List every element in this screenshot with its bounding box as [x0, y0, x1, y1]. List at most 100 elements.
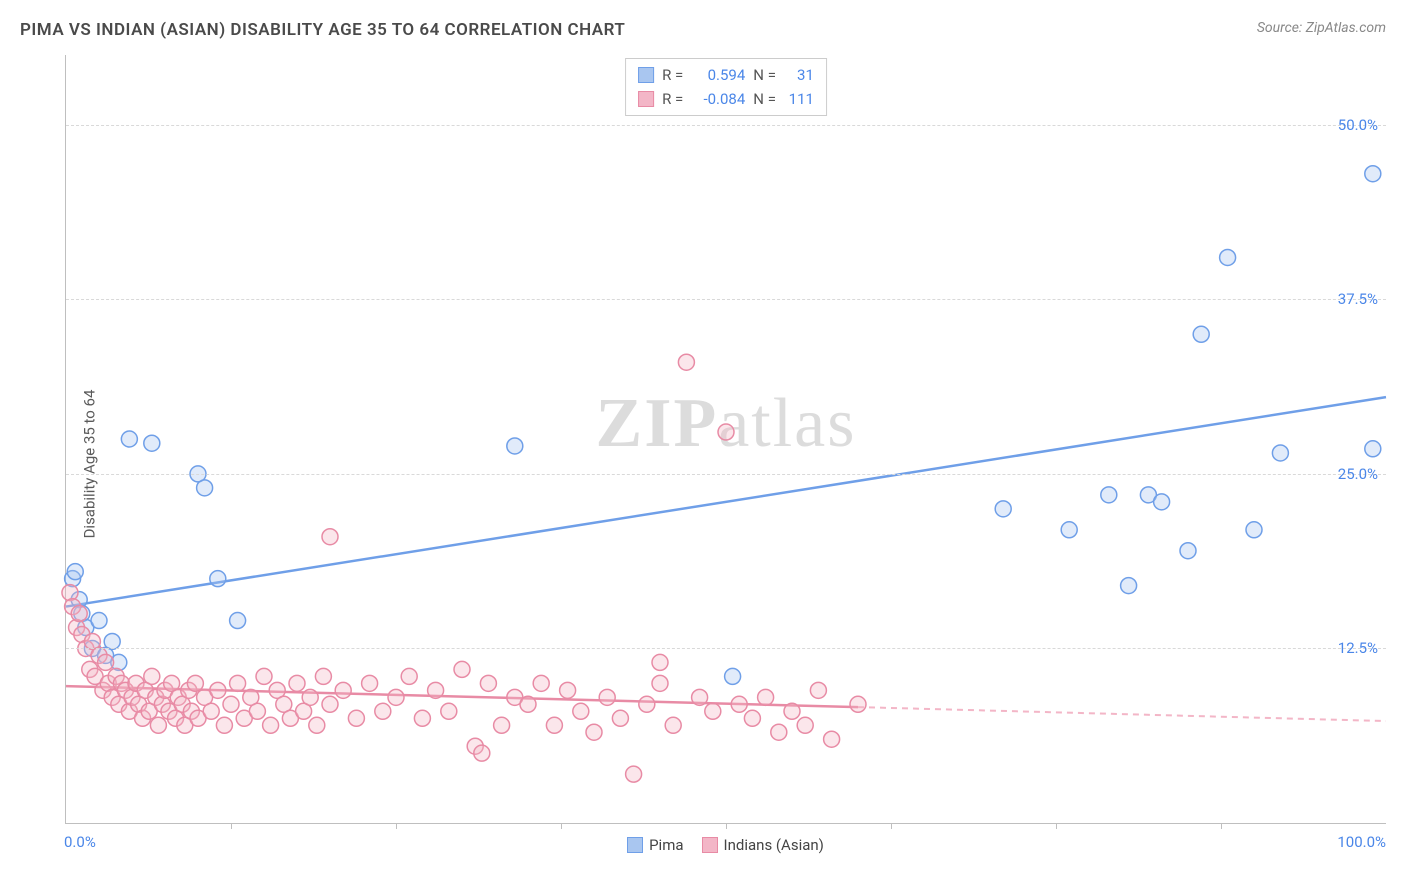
data-point [203, 703, 219, 719]
trend-line-dashed [858, 707, 1386, 721]
x-tick-mark [561, 823, 562, 829]
data-point [1365, 441, 1381, 457]
data-point [612, 710, 628, 726]
correlation-legend: R =0.594N =31R =-0.084N =111 [625, 58, 827, 116]
legend-n-value: 31 [784, 63, 814, 87]
data-point [725, 668, 741, 684]
legend-n-value: 111 [784, 87, 814, 111]
legend-swatch [627, 837, 643, 853]
data-point [520, 696, 536, 712]
grid-line [66, 125, 1386, 126]
data-point [388, 689, 404, 705]
legend-r-label: R = [662, 87, 683, 111]
data-point [1101, 487, 1117, 503]
data-point [322, 696, 338, 712]
data-point [150, 717, 166, 733]
data-point [1246, 522, 1262, 538]
chart-container: Disability Age 35 to 64 R =0.594N =31R =… [20, 55, 1386, 872]
data-point [256, 668, 272, 684]
data-point [824, 731, 840, 747]
legend-row: R = 0.594 N = 31 [638, 63, 814, 87]
plot-area: R =0.594N =31R =-0.084N =111 ZIPatlas 0.… [65, 55, 1386, 824]
data-point [1154, 494, 1170, 510]
data-point [1193, 326, 1209, 342]
data-point [474, 745, 490, 761]
data-point [335, 682, 351, 698]
chart-title: PIMA VS INDIAN (ASIAN) DISABILITY AGE 35… [20, 20, 625, 40]
y-tick-label: 37.5% [1338, 290, 1378, 308]
data-point [187, 675, 203, 691]
data-point [289, 675, 305, 691]
data-point [480, 675, 496, 691]
legend-row: R =-0.084N =111 [638, 87, 814, 111]
data-point [705, 703, 721, 719]
svg-layer [66, 55, 1386, 823]
data-point [223, 696, 239, 712]
x-tick-mark [726, 823, 727, 829]
grid-line [66, 474, 1386, 475]
data-point [441, 703, 457, 719]
data-point [144, 435, 160, 451]
data-point [1180, 543, 1196, 559]
data-point [850, 696, 866, 712]
data-point [216, 717, 232, 733]
data-point [533, 675, 549, 691]
data-point [302, 689, 318, 705]
data-point [322, 529, 338, 545]
data-point [639, 696, 655, 712]
data-point [507, 438, 523, 454]
data-point [599, 689, 615, 705]
legend-n-label: N = [753, 87, 776, 111]
legend-r-label: R = [662, 63, 683, 87]
data-point [678, 354, 694, 370]
y-tick-label: 12.5% [1338, 639, 1378, 657]
data-point [401, 668, 417, 684]
data-point [197, 480, 213, 496]
data-point [104, 633, 120, 649]
data-point [121, 431, 137, 447]
grid-line [66, 299, 1386, 300]
data-point [1121, 578, 1137, 594]
legend-r-value: 0.594 [691, 63, 745, 87]
data-point [428, 682, 444, 698]
data-point [144, 668, 160, 684]
data-point [230, 613, 246, 629]
legend-swatch [702, 837, 718, 853]
legend-label: Pima [649, 836, 683, 854]
data-point [315, 668, 331, 684]
data-point [309, 717, 325, 733]
data-point [995, 501, 1011, 517]
x-tick-mark [231, 823, 232, 829]
series-legend: Pima Indians (Asian) [65, 836, 1386, 854]
x-tick-mark [396, 823, 397, 829]
legend-swatch [638, 67, 654, 83]
legend-label: Indians (Asian) [724, 836, 824, 854]
data-point [98, 654, 114, 670]
x-tick-mark [891, 823, 892, 829]
data-point [758, 689, 774, 705]
data-point [810, 682, 826, 698]
data-point [454, 661, 470, 677]
legend-n-label: N = [753, 63, 776, 87]
data-point [1220, 249, 1236, 265]
data-point [586, 724, 602, 740]
data-point [348, 710, 364, 726]
x-tick-mark [1221, 823, 1222, 829]
data-point [560, 682, 576, 698]
data-point [744, 710, 760, 726]
data-point [771, 724, 787, 740]
data-point [718, 424, 734, 440]
grid-line [66, 648, 1386, 649]
legend-swatch [638, 91, 654, 107]
data-point [1272, 445, 1288, 461]
y-tick-label: 25.0% [1338, 465, 1378, 483]
data-point [414, 710, 430, 726]
data-point [91, 613, 107, 629]
data-point [784, 703, 800, 719]
data-point [692, 689, 708, 705]
data-point [652, 675, 668, 691]
data-point [731, 696, 747, 712]
data-point [249, 703, 265, 719]
data-point [626, 766, 642, 782]
source-label: Source: ZipAtlas.com [1257, 20, 1386, 36]
